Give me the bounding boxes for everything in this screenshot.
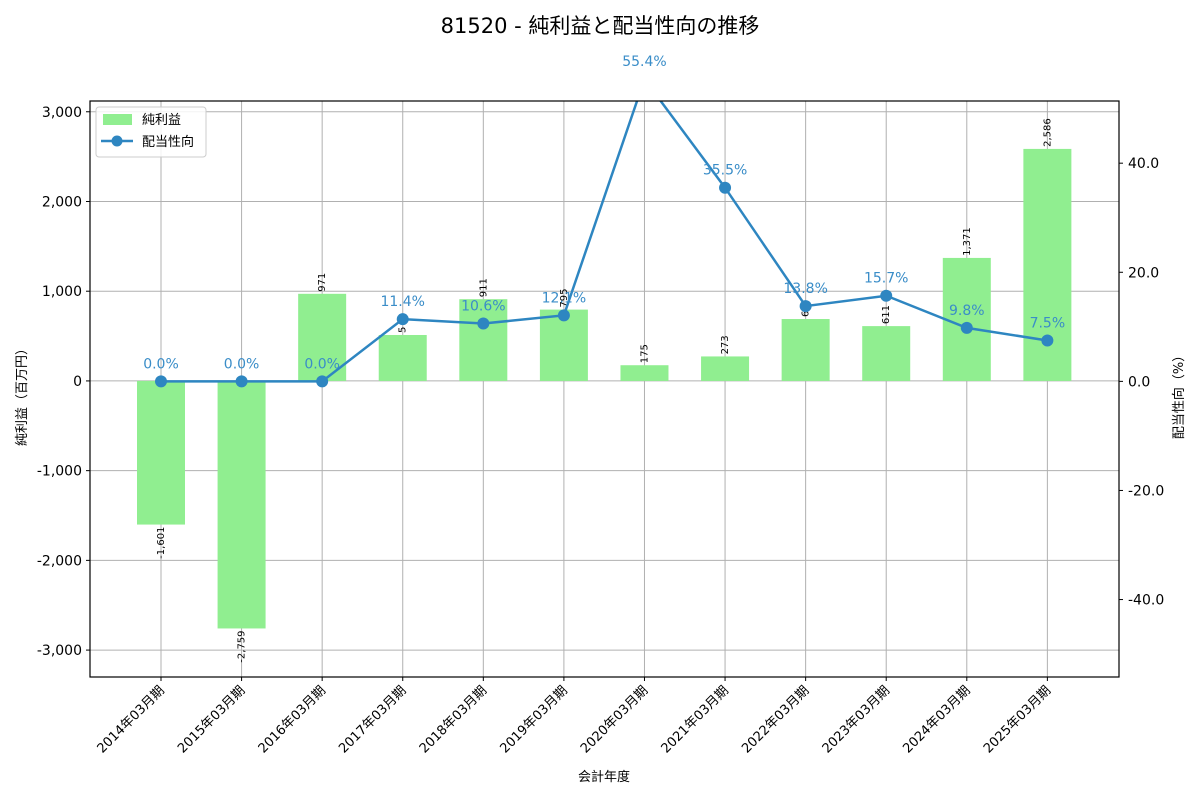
bar-value-label: -1,601 (156, 527, 167, 559)
bar (137, 380, 185, 525)
ratio-value-label: 35.5% (703, 163, 747, 179)
bar-value-label: 6 (801, 311, 812, 317)
grid (90, 101, 1119, 677)
bar (539, 309, 588, 381)
plot-area: -1,601 -2,759 971 5 911 795 175 273 6 611 1,371 2,5… (37, 54, 1164, 756)
x-tick-label: 2024年03月期 (900, 683, 973, 756)
bar (378, 334, 427, 381)
y-tick-label: -3,000 (37, 643, 82, 659)
x-tick-label: 2018年03月期 (417, 683, 490, 756)
bar (217, 380, 266, 629)
line-marker (316, 375, 329, 388)
ratio-value-label: 13.8% (783, 281, 827, 297)
line-marker (960, 321, 973, 334)
ratio-value-label: 12.1% (542, 290, 586, 306)
bar-value-label: 1,371 (962, 227, 973, 256)
bar (459, 299, 508, 381)
bar-value-label: 2,586 (1042, 118, 1053, 147)
x-tick-label: 2023年03月期 (820, 683, 893, 756)
line-marker (719, 181, 732, 194)
x-axis-label: 会計年度 (578, 769, 630, 785)
y2-tick-label: -40.0 (1128, 593, 1164, 609)
y2-tick-label: 40.0 (1128, 156, 1159, 172)
legend-marker-icon (111, 135, 123, 147)
line-marker (799, 300, 812, 313)
line-marker (396, 313, 409, 326)
line-marker (235, 375, 248, 388)
bar (862, 326, 911, 381)
legend-bar-swatch (103, 114, 132, 125)
x-tick-label: 2017年03月期 (336, 683, 409, 756)
ratio-value-label: 10.6% (461, 299, 505, 315)
bar-value-label: 611 (881, 305, 892, 324)
ratio-value-label: 0.0% (304, 356, 340, 372)
x-tick-label: 2021年03月期 (659, 683, 732, 756)
legend: 純利益 配当性向 (95, 106, 207, 158)
ratio-value-label: 11.4% (380, 294, 424, 310)
legend-label-net-income: 純利益 (142, 113, 181, 128)
line-marker (1041, 334, 1054, 347)
ratio-value-label: 15.7% (864, 271, 908, 287)
x-tick-label: 2014年03月期 (95, 683, 168, 756)
line-marker (638, 73, 650, 85)
ratio-value-label: 0.0% (143, 356, 179, 372)
ratio-value-label: 9.8% (949, 303, 985, 319)
y2-axis-label: 配当性向（%） (1171, 349, 1187, 439)
y2-tick-label: -20.0 (1128, 483, 1164, 499)
ratio-value-label: 7.5% (1030, 315, 1066, 331)
bar-value-label: 795 (559, 289, 570, 308)
x-tick-label: 2015年03月期 (175, 683, 248, 756)
chart-title: 81520 - 純利益と配当性向の推移 (441, 14, 760, 38)
ratio-value-label: 55.4% (622, 54, 666, 70)
y-tick-label: 3,000 (42, 105, 82, 121)
bar (942, 257, 991, 381)
line-marker (155, 375, 167, 388)
bar (781, 319, 830, 381)
line-marker (880, 289, 893, 302)
legend-label-payout-ratio: 配当性向 (142, 134, 194, 150)
bar-value-label: 175 (639, 344, 650, 363)
y-axis-label: 純利益（百万円） (15, 342, 30, 446)
y-tick-label: 2,000 (42, 194, 82, 210)
x-tick-label: 2022年03月期 (739, 683, 812, 756)
line-marker (477, 317, 490, 330)
bar-value-label: -2,759 (237, 630, 248, 662)
x-tick-label: 2020年03月期 (578, 683, 651, 756)
y2-tick-label: 0.0 (1128, 374, 1150, 390)
line-series-payout-ratio (155, 73, 1054, 388)
line-marker (557, 309, 570, 322)
y-tick-label: -1,000 (37, 464, 82, 480)
y-tick-label: -2,000 (37, 553, 82, 569)
bar-value-label: 911 (478, 278, 489, 297)
bar-value-label: 273 (720, 335, 731, 354)
x-tick-label: 2025年03月期 (981, 683, 1054, 756)
bar (620, 365, 669, 381)
bar-value-label: 971 (317, 273, 328, 292)
ratio-value-label: 0.0% (224, 356, 260, 372)
bar-value-label: 5 (398, 327, 409, 333)
y-tick-label: 1,000 (42, 284, 82, 300)
x-tick-label: 2019年03月期 (497, 683, 570, 756)
bar (701, 356, 750, 381)
x-tick-label: 2016年03月期 (256, 683, 329, 756)
y-tick-label: 0 (73, 374, 82, 390)
bar (298, 293, 347, 381)
bar-series-net-income: -1,601 -2,759 971 5 911 795 175 273 6 611 1,371 2,5… (137, 118, 1072, 663)
plot-frame (89, 100, 1120, 678)
y2-tick-label: 20.0 (1128, 265, 1159, 281)
